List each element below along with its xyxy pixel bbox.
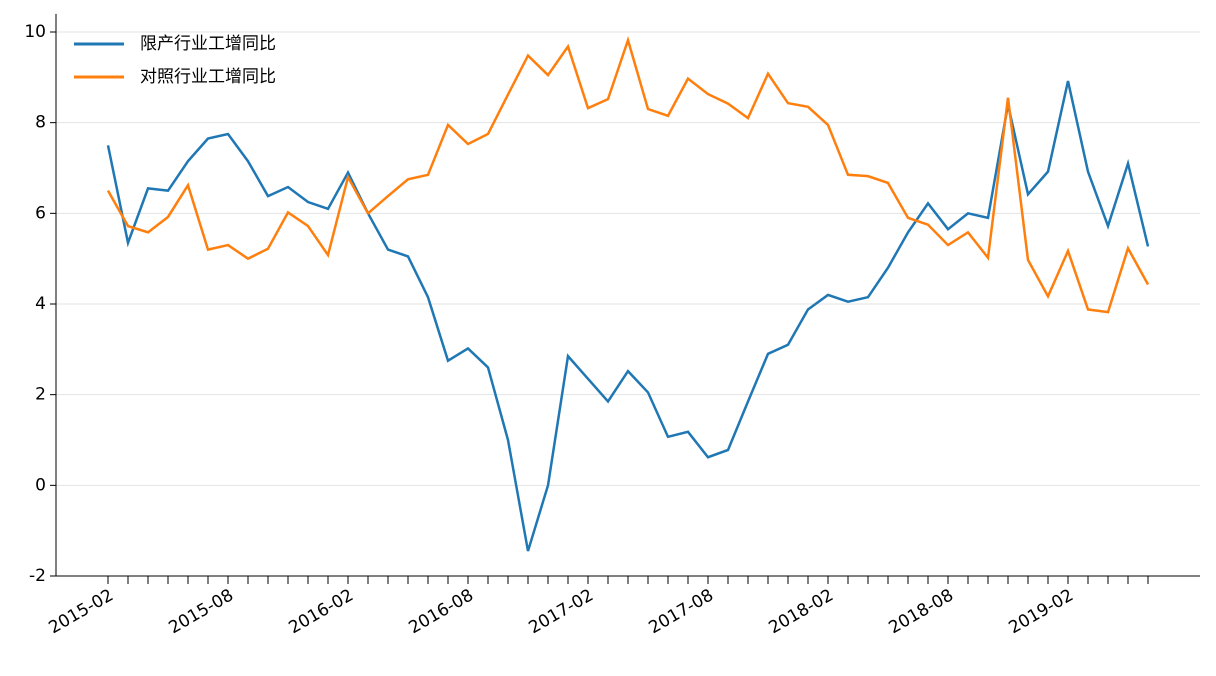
legend-label: 限产行业工增同比 — [140, 34, 276, 54]
y-tick-label: 6 — [35, 203, 46, 223]
line-series — [106, 80, 1150, 552]
x-tick-label: 2016-02 — [285, 585, 357, 638]
x-tick-label: 2018-08 — [885, 585, 957, 638]
x-tick-label: 2017-02 — [525, 585, 597, 638]
x-tick-label: 2016-08 — [405, 585, 477, 638]
y-tick-label: -2 — [29, 566, 46, 586]
y-tick-label: 2 — [35, 385, 46, 405]
y-tick-label: 0 — [35, 475, 46, 495]
x-tick-label: 2015-02 — [45, 585, 117, 638]
x-tick-label: 2017-08 — [645, 585, 717, 638]
x-tick-label: 2018-02 — [765, 585, 837, 638]
line-series — [106, 35, 1150, 314]
y-tick-label: 10 — [24, 22, 46, 42]
x-tick-label: 2015-08 — [165, 585, 237, 638]
y-tick-label: 4 — [35, 294, 46, 314]
y-tick-label: 8 — [35, 113, 46, 133]
x-tick-label: 2019-02 — [1005, 585, 1077, 638]
legend-label: 对照行业工增同比 — [140, 67, 276, 87]
